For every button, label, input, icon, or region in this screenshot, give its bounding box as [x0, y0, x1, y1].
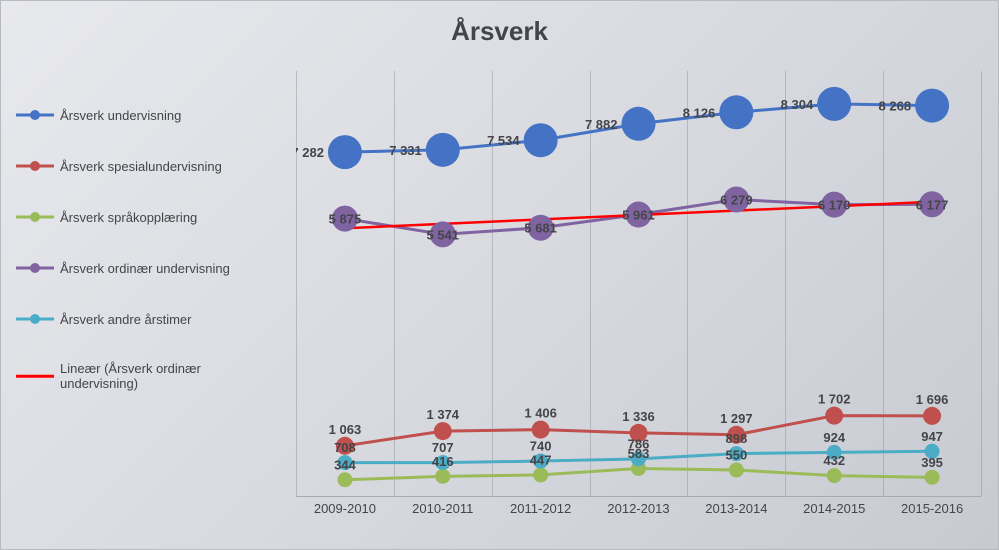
data-marker	[434, 422, 452, 440]
legend-label: Årsverk undervisning	[60, 108, 181, 123]
legend-label: Årsverk spesialundervisning	[60, 159, 222, 174]
chart-container: Årsverk Årsverk undervisning Årsverk spes…	[0, 0, 999, 550]
x-category-label: 2011-2012	[492, 501, 590, 516]
data-label: 8 304	[781, 97, 814, 112]
data-label: 924	[823, 430, 845, 445]
data-label: 5 961	[622, 208, 655, 223]
data-marker	[622, 107, 656, 141]
x-category-label: 2014-2015	[785, 501, 883, 516]
x-category-label: 2013-2014	[687, 501, 785, 516]
data-label: 1 336	[622, 409, 655, 424]
data-label: 707	[432, 440, 454, 455]
x-axis	[296, 496, 981, 497]
data-marker	[729, 463, 744, 478]
data-label: 1 696	[916, 392, 949, 407]
legend-marker	[16, 259, 54, 277]
data-marker	[524, 123, 558, 157]
data-label: 5 681	[524, 221, 557, 236]
data-marker	[915, 89, 949, 123]
data-label: 8 268	[879, 99, 912, 114]
legend-marker	[16, 367, 54, 385]
legend-label: Årsverk språkopplæring	[60, 210, 197, 225]
x-category-label: 2012-2013	[590, 501, 688, 516]
data-label: 947	[921, 429, 943, 444]
data-marker	[532, 421, 550, 439]
data-label: 5 875	[329, 212, 362, 227]
data-label: 416	[432, 454, 454, 469]
x-category-label: 2010-2011	[394, 501, 492, 516]
data-label: 898	[726, 431, 748, 446]
plot-area: 7 282 7 331 7 534 7 882 8 126 8 304 8 268 1 063…	[296, 71, 981, 496]
x-category-label: 2009-2010	[296, 501, 394, 516]
data-label: 1 297	[720, 411, 753, 426]
legend-label: Årsverk ordinær undervisning	[60, 261, 230, 276]
data-label: 5 541	[427, 227, 460, 242]
data-label: 550	[726, 448, 748, 463]
data-label: 6 177	[916, 197, 949, 212]
data-label: 786	[628, 436, 650, 451]
data-label: 1 406	[524, 406, 557, 421]
legend: Årsverk undervisning Årsverk spesialunder…	[16, 106, 266, 424]
data-marker	[337, 472, 352, 487]
data-marker	[328, 135, 362, 169]
x-category-label: 2015-2016	[883, 501, 981, 516]
data-label: 6 170	[818, 198, 851, 213]
data-label: 1 063	[329, 422, 362, 437]
data-label: 395	[921, 455, 943, 470]
data-label: 344	[334, 457, 356, 472]
data-marker	[817, 87, 851, 121]
data-marker	[923, 407, 941, 425]
data-label: 1 702	[818, 392, 851, 407]
chart-title: Årsverk	[1, 16, 998, 47]
data-label: 7 882	[585, 117, 618, 132]
legend-item: Årsverk ordinær undervisning	[16, 259, 266, 277]
data-label: 432	[823, 453, 845, 468]
legend-item: Årsverk andre årstimer	[16, 310, 266, 328]
data-marker	[533, 467, 548, 482]
legend-item: Lineær (Årsverk ordinær undervisning)	[16, 361, 266, 391]
legend-marker	[16, 157, 54, 175]
data-marker	[435, 469, 450, 484]
data-label: 7 534	[487, 133, 520, 148]
data-marker	[925, 470, 940, 485]
data-label: 8 126	[683, 105, 716, 120]
data-label: 1 374	[427, 407, 460, 422]
data-marker	[827, 468, 842, 483]
data-label: 6 279	[720, 192, 753, 207]
data-marker	[825, 407, 843, 425]
data-marker	[426, 133, 460, 167]
data-marker	[719, 95, 753, 129]
data-label: 7 282	[296, 145, 324, 160]
legend-marker	[16, 208, 54, 226]
data-label: 740	[530, 439, 552, 454]
data-label: 708	[334, 440, 356, 455]
legend-item: Årsverk undervisning	[16, 106, 266, 124]
legend-label: Lineær (Årsverk ordinær undervisning)	[60, 361, 266, 391]
legend-marker	[16, 106, 54, 124]
legend-marker	[16, 310, 54, 328]
data-label: 447	[530, 452, 552, 467]
x-axis-labels: 2009-20102010-20112011-20122012-20132013…	[296, 501, 981, 516]
legend-label: Årsverk andre årstimer	[60, 312, 191, 327]
gridline	[981, 71, 982, 496]
data-label: 7 331	[389, 143, 422, 158]
legend-item: Årsverk spesialundervisning	[16, 157, 266, 175]
legend-item: Årsverk språkopplæring	[16, 208, 266, 226]
